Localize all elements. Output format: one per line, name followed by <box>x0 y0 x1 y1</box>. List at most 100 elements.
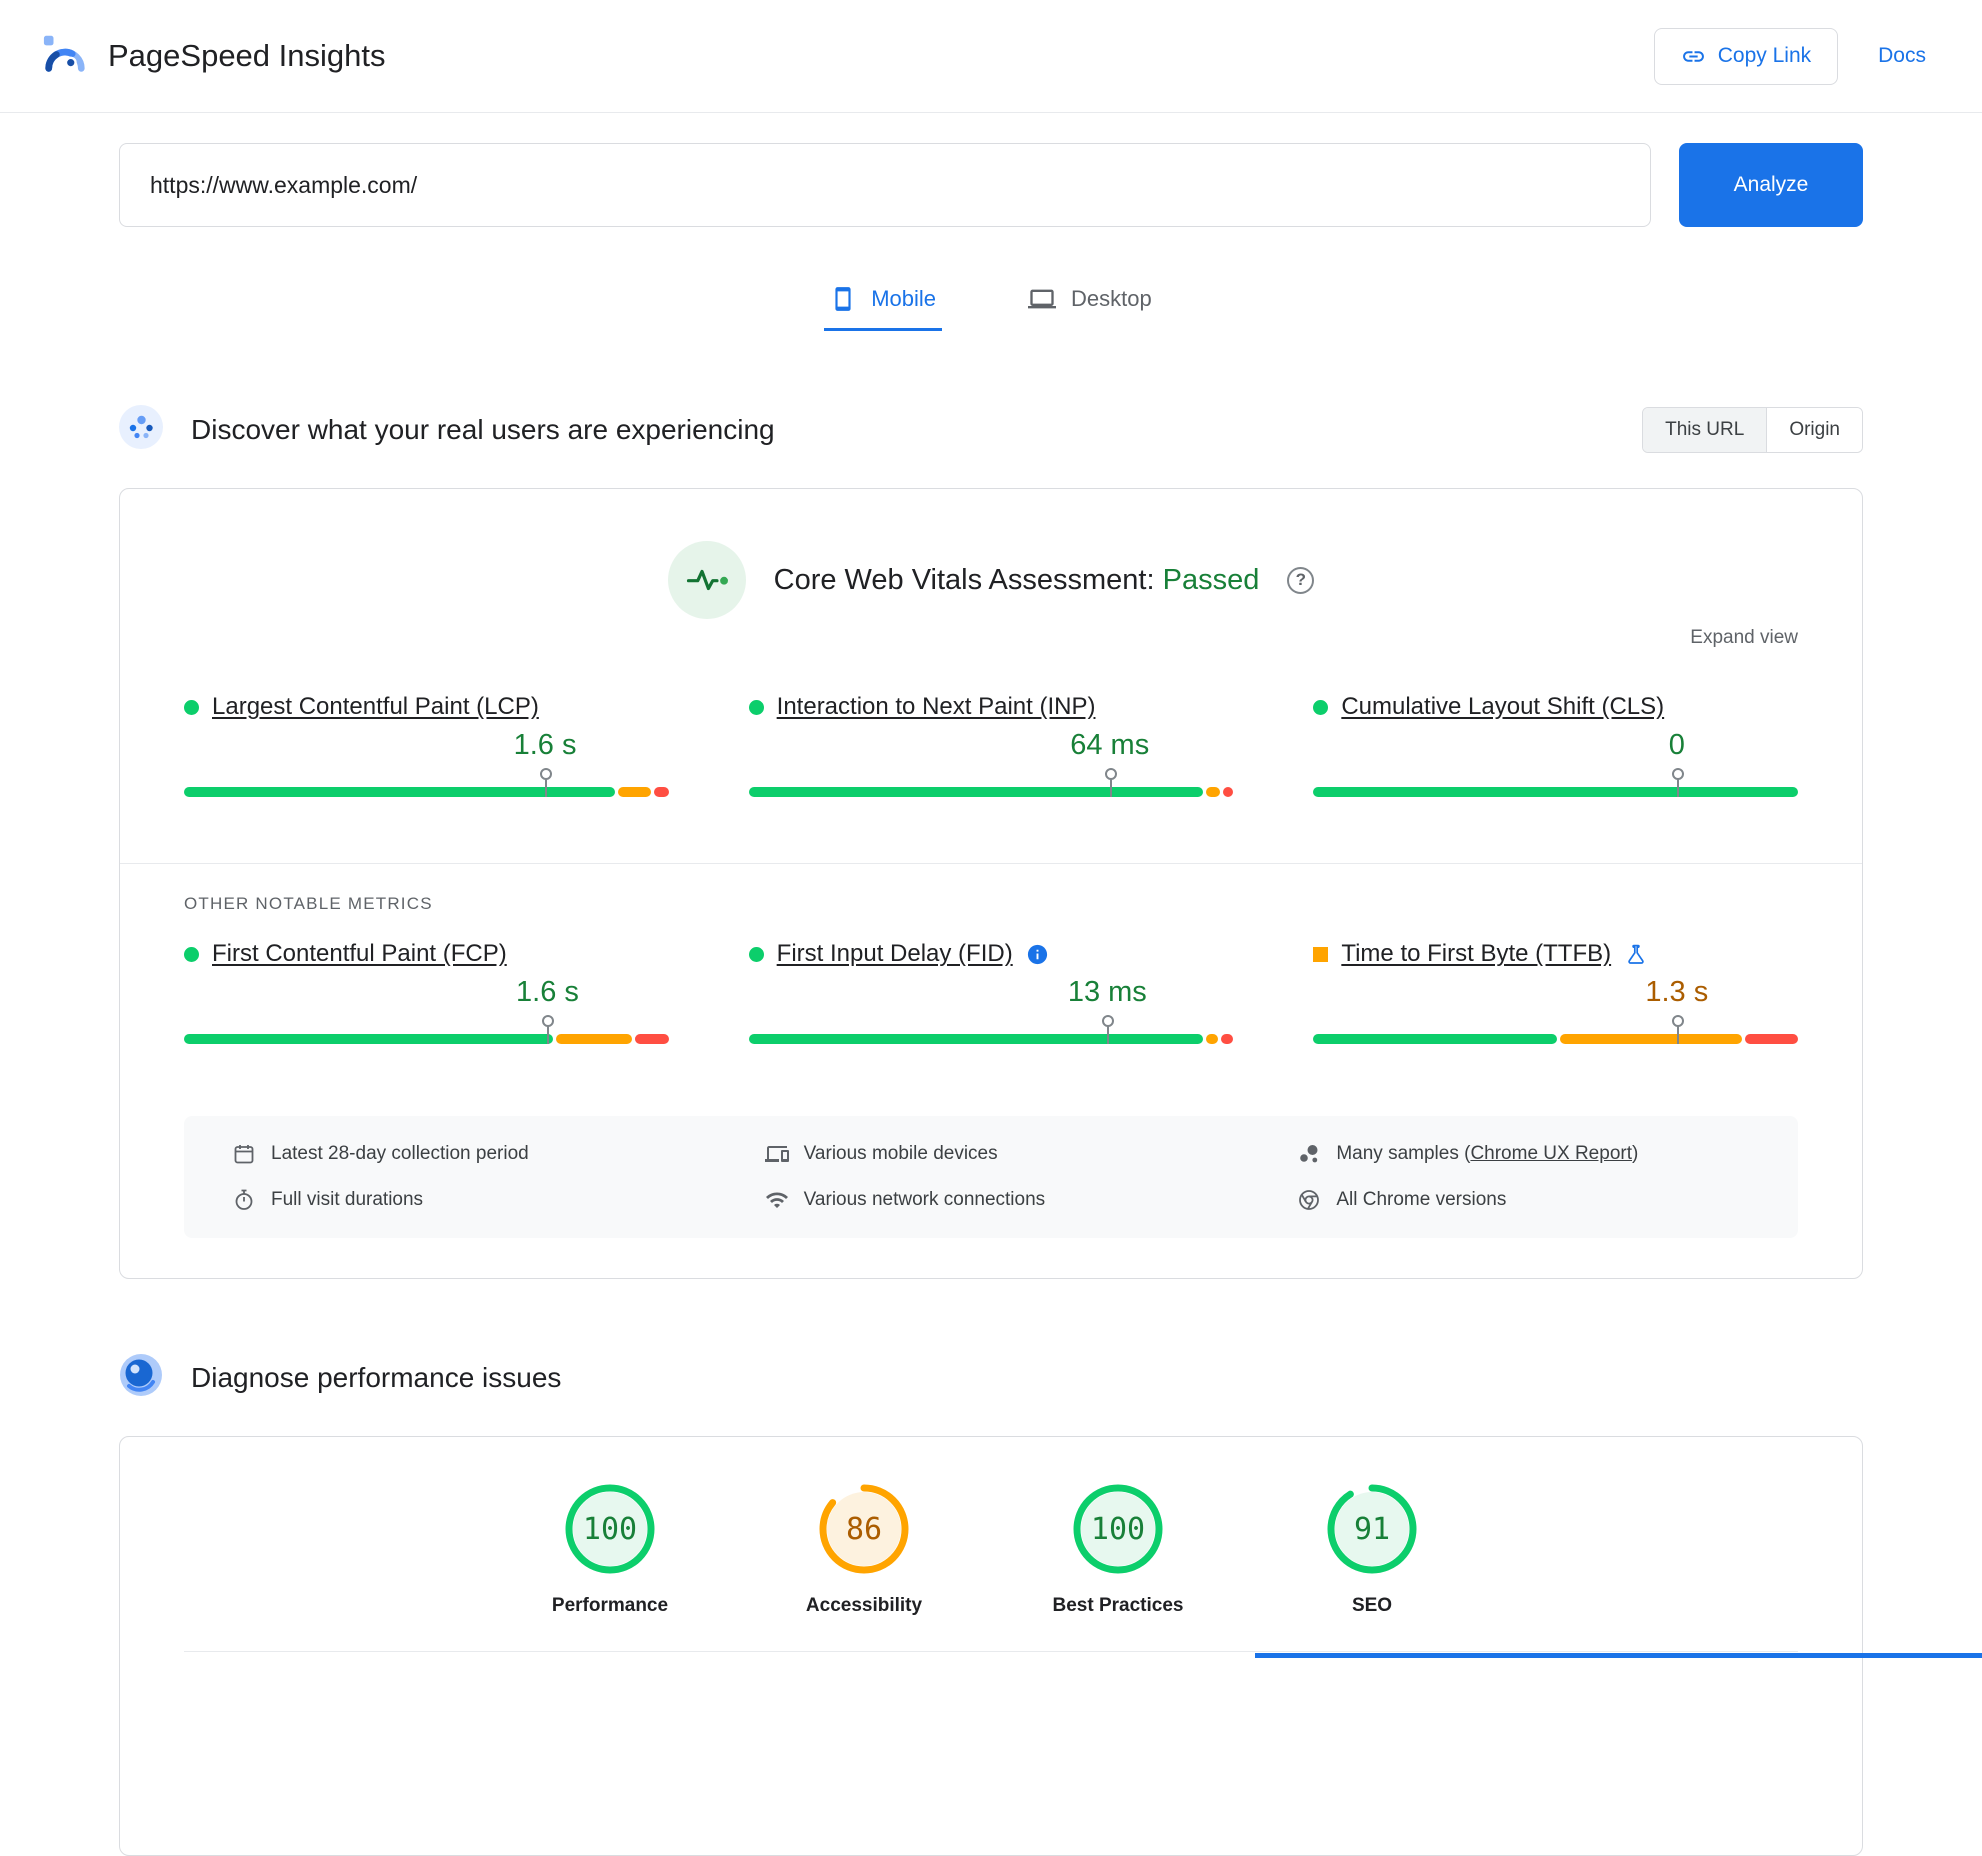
gauge-performance[interactable]: 100 Performance <box>535 1481 685 1617</box>
network-icon <box>765 1188 789 1212</box>
tab-mobile-label: Mobile <box>871 286 937 311</box>
metric-cls: Cumulative Layout Shift (CLS) 0 <box>1313 693 1798 813</box>
app-title: PageSpeed Insights <box>108 38 386 73</box>
devices-icon <box>764 1142 789 1166</box>
chrome-ux-report-link[interactable]: Chrome UX Report <box>1470 1143 1632 1164</box>
cwv-assessment-title: Core Web Vitals Assessment: Passed <box>773 563 1260 596</box>
pulse-icon <box>667 541 746 619</box>
category-scores: 100 Performance 86 Accessibility <box>184 1481 1798 1617</box>
metric-name-link[interactable]: Largest Contentful Paint (LCP) <box>212 693 539 720</box>
metric-marker <box>1671 768 1684 797</box>
metric-marker <box>1671 1015 1684 1044</box>
link-icon <box>1681 44 1706 69</box>
metric-marker <box>542 1015 555 1044</box>
info-icon[interactable] <box>1026 943 1049 966</box>
cwv-assessment-status: Passed <box>1162 563 1260 596</box>
gauge-label: SEO <box>1351 1595 1393 1616</box>
cwv-assessment-header: Core Web Vitals Assessment: Passed ? <box>184 541 1798 619</box>
metric-value: 64 ms <box>1070 729 1150 761</box>
rating-indicator-icon <box>748 946 764 962</box>
gauge-seo[interactable]: 91 SEO <box>1297 1481 1447 1617</box>
other-metrics-row: First Contentful Paint (FCP) 1.6 s First… <box>184 940 1798 1060</box>
gauge-score: 100 <box>1090 1511 1146 1547</box>
metric-name-link[interactable]: Interaction to Next Paint (INP) <box>776 693 1096 720</box>
bottom-accent-strip <box>1254 1653 1982 1658</box>
brand[interactable]: PageSpeed Insights <box>42 34 386 79</box>
footnote-samples: Many samples (Chrome UX Report) <box>1297 1142 1750 1166</box>
gauge-score: 86 <box>845 1511 883 1547</box>
samples-icon <box>1297 1142 1321 1166</box>
metric-marker <box>1104 768 1117 797</box>
tab-desktop[interactable]: Desktop <box>1022 277 1158 331</box>
tab-desktop-label: Desktop <box>1071 286 1152 311</box>
gauge-score: 91 <box>1353 1511 1391 1547</box>
gauge-score: 100 <box>582 1511 638 1547</box>
metric-ttfb: Time to First Byte (TTFB) 1.3 s <box>1313 940 1798 1060</box>
gauge-label: Best Practices <box>1052 1595 1184 1616</box>
footnote-visit-durations: Full visit durations <box>232 1188 685 1212</box>
help-icon[interactable]: ? <box>1287 566 1315 594</box>
core-metrics-row: Largest Contentful Paint (LCP) 1.6 s Int… <box>184 693 1798 813</box>
scope-this-url-button[interactable]: This URL <box>1643 407 1767 452</box>
device-tabs: Mobile Desktop <box>119 277 1863 331</box>
metric-value: 13 ms <box>1067 976 1147 1008</box>
app-header: PageSpeed Insights Copy Link Docs <box>0 0 1982 113</box>
gauge-accessibility[interactable]: 86 Accessibility <box>789 1481 939 1617</box>
tab-mobile[interactable]: Mobile <box>824 277 943 331</box>
card-divider <box>120 863 1862 864</box>
url-bar: Analyze <box>119 143 1863 227</box>
lighthouse-card: 100 Performance 86 Accessibility <box>119 1436 1863 1856</box>
other-metrics-label: OTHER NOTABLE METRICS <box>184 894 433 913</box>
footnote-collection-period: Latest 28-day collection period <box>232 1142 685 1166</box>
metric-distribution-chart: 13 ms <box>748 968 1234 1060</box>
metric-distribution-chart: 0 <box>1313 721 1798 813</box>
flask-icon[interactable] <box>1624 942 1648 966</box>
rating-indicator-icon <box>748 699 764 715</box>
rating-indicator-icon <box>1313 699 1329 715</box>
collection-footnotes: Latest 28-day collection period Full vis… <box>184 1116 1798 1238</box>
copy-link-button[interactable]: Copy Link <box>1653 27 1839 85</box>
field-section-header: Discover what your real users are experi… <box>119 405 1863 454</box>
metric-name-link[interactable]: Time to First Byte (TTFB) <box>1341 940 1612 967</box>
metric-value: 0 <box>1668 729 1685 761</box>
card-divider <box>184 1651 1798 1652</box>
gauge-label: Performance <box>551 1595 669 1616</box>
metric-fcp: First Contentful Paint (FCP) 1.6 s <box>184 940 669 1060</box>
copy-link-label: Copy Link <box>1717 44 1812 67</box>
footnote-mobile-devices: Various mobile devices <box>764 1142 1218 1166</box>
metric-name-link[interactable]: First Input Delay (FID) <box>776 940 1013 967</box>
chrome-icon <box>1297 1188 1321 1212</box>
pagespeed-logo-icon <box>42 34 88 79</box>
field-section-title: Discover what your real users are experi… <box>191 413 775 445</box>
metric-name-link[interactable]: First Contentful Paint (FCP) <box>212 940 507 967</box>
metric-marker <box>540 768 553 797</box>
metric-value: 1.6 s <box>516 976 579 1008</box>
metric-fid: First Input Delay (FID) 13 ms <box>748 940 1234 1060</box>
analyze-button[interactable]: Analyze <box>1679 143 1863 227</box>
gauge-best-practices[interactable]: 100 Best Practices <box>1043 1481 1193 1617</box>
field-data-card: Core Web Vitals Assessment: Passed ? Exp… <box>119 488 1863 1279</box>
metric-distribution-chart: 64 ms <box>748 721 1234 813</box>
metric-distribution-chart: 1.3 s <box>1313 968 1798 1060</box>
scope-origin-button[interactable]: Origin <box>1766 407 1862 452</box>
desktop-icon <box>1028 285 1057 313</box>
metric-distribution-chart: 1.6 s <box>184 721 669 813</box>
metric-marker <box>1102 1015 1115 1044</box>
metric-distribution-chart: 1.6 s <box>184 968 669 1060</box>
metric-lcp: Largest Contentful Paint (LCP) 1.6 s <box>184 693 669 813</box>
rating-indicator-icon <box>184 946 199 962</box>
metric-name-link[interactable]: Cumulative Layout Shift (CLS) <box>1341 693 1665 720</box>
expand-view-link[interactable]: Expand view <box>1690 627 1798 648</box>
metric-value: 1.3 s <box>1645 976 1709 1008</box>
lab-section-title: Diagnose performance issues <box>191 1361 562 1393</box>
calendar-icon <box>232 1142 256 1166</box>
stopwatch-icon <box>232 1188 256 1212</box>
footnote-chrome-versions: All Chrome versions <box>1297 1188 1750 1212</box>
field-data-icon <box>119 405 163 454</box>
docs-link[interactable]: Docs <box>1878 44 1926 67</box>
metric-value: 1.6 s <box>513 729 577 761</box>
gauge-label: Accessibility <box>805 1595 923 1616</box>
url-input[interactable] <box>119 143 1651 227</box>
lab-section-header: Diagnose performance issues <box>119 1353 1863 1402</box>
diagnose-icon <box>119 1353 163 1402</box>
